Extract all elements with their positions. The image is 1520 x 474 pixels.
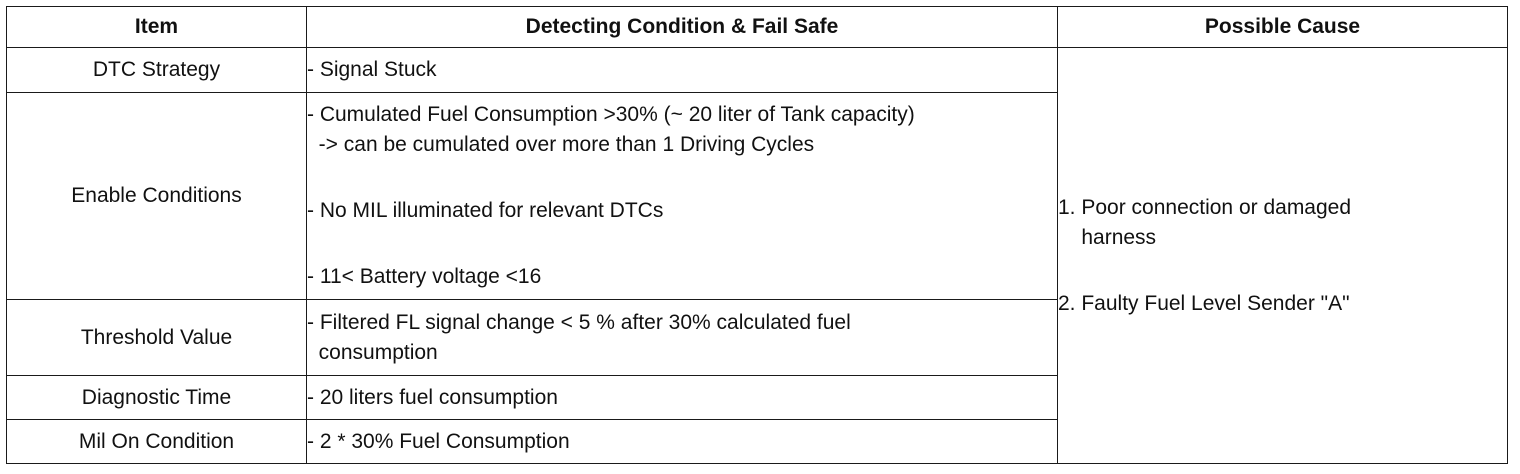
header-cause: Possible Cause — [1057, 6, 1508, 48]
condition-cell: - 20 liters fuel consumption — [306, 375, 1058, 420]
condition-cell: - Signal Stuck — [306, 47, 1058, 93]
condition-line: - 2 * 30% Fuel Consumption — [307, 429, 570, 453]
dtc-table: Item Detecting Condition & Fail Safe Pos… — [6, 6, 1508, 464]
table-row: Mil On Condition - 2 * 30% Fuel Consumpt… — [6, 419, 1508, 464]
condition-line: - Cumulated Fuel Consumption >30% (~ 20 … — [307, 103, 915, 126]
condition-spacer — [307, 226, 1057, 262]
cause-spacer — [1058, 253, 1507, 289]
condition-line: - Filtered FL signal change < 5 % after … — [307, 310, 851, 334]
header-condition: Detecting Condition & Fail Safe — [306, 6, 1058, 48]
item-cell: Enable Conditions — [6, 92, 307, 300]
condition-line: -> can be cumulated over more than 1 Dri… — [307, 133, 815, 156]
item-cell: Threshold Value — [6, 299, 307, 376]
condition-cell: - Filtered FL signal change < 5 % after … — [306, 299, 1058, 376]
cause-item: harness — [1058, 225, 1157, 249]
condition-line: - 11< Battery voltage <16 — [307, 265, 542, 288]
condition-cell: - Cumulated Fuel Consumption >30% (~ 20 … — [306, 92, 1058, 300]
item-cell: Diagnostic Time — [6, 375, 307, 420]
condition-spacer — [307, 160, 1057, 196]
condition-line: - Signal Stuck — [307, 58, 437, 81]
condition-line: - 20 liters fuel consumption — [307, 385, 558, 409]
table-row: Enable Conditions - Cumulated Fuel Consu… — [6, 92, 1508, 300]
table-row: Diagnostic Time - 20 liters fuel consump… — [6, 375, 1508, 420]
header-item: Item — [6, 6, 307, 48]
cause-item: 2. Faulty Fuel Level Sender "A" — [1058, 291, 1350, 315]
item-cell: DTC Strategy — [6, 47, 307, 93]
possible-cause-cell: 1. Poor connection or damaged harness 2.… — [1057, 47, 1508, 464]
header-row: Item Detecting Condition & Fail Safe Pos… — [6, 6, 1508, 48]
cause-list: 1. Poor connection or damaged harness 2.… — [1058, 193, 1507, 319]
condition-cell: - 2 * 30% Fuel Consumption — [306, 419, 1058, 464]
table-row: DTC Strategy - Signal Stuck 1. Poor conn… — [6, 47, 1508, 464]
condition-line: - No MIL illuminated for relevant DTCs — [307, 199, 664, 222]
table-row: Threshold Value - Filtered FL signal cha… — [6, 299, 1508, 376]
item-cell: Mil On Condition — [6, 419, 307, 464]
cause-item: 1. Poor connection or damaged — [1058, 195, 1352, 219]
condition-line: consumption — [307, 340, 438, 364]
